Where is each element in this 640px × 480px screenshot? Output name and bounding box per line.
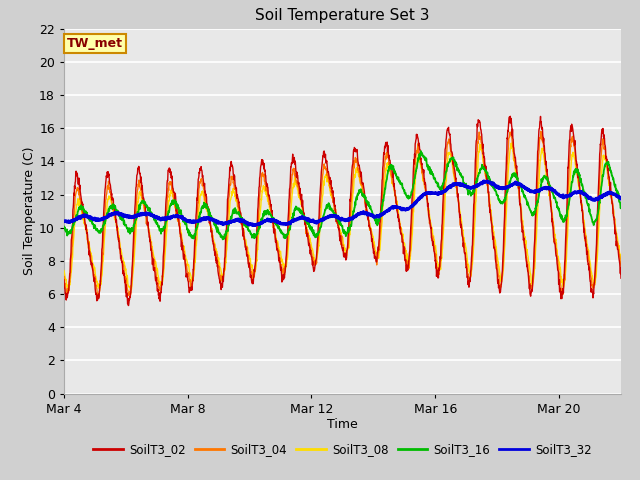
SoilT3_32 bbox=[275, 220, 282, 226]
Line: SoilT3_16: SoilT3_16 bbox=[64, 151, 636, 240]
SoilT3_02 bbox=[182, 272, 190, 278]
SoilT3_04 bbox=[95, 294, 102, 300]
SoilT3_16 bbox=[93, 228, 100, 233]
Line: SoilT3_02: SoilT3_02 bbox=[64, 116, 636, 306]
SoilT3_32 bbox=[480, 178, 488, 184]
SoilT3_04 bbox=[294, 182, 301, 188]
SoilT3_02 bbox=[125, 303, 132, 309]
SoilT3_02 bbox=[60, 277, 68, 283]
SoilT3_02 bbox=[632, 149, 640, 155]
Line: SoilT3_04: SoilT3_04 bbox=[64, 132, 636, 297]
SoilT3_02 bbox=[93, 298, 100, 304]
SoilT3_32 bbox=[248, 222, 256, 228]
SoilT3_32 bbox=[294, 216, 301, 221]
SoilT3_32 bbox=[60, 218, 68, 224]
SoilT3_08 bbox=[60, 268, 68, 274]
SoilT3_04 bbox=[60, 274, 68, 279]
SoilT3_08 bbox=[275, 245, 282, 251]
SoilT3_04 bbox=[182, 262, 190, 267]
SoilT3_08 bbox=[451, 178, 459, 184]
SoilT3_16 bbox=[294, 207, 301, 213]
SoilT3_02 bbox=[297, 197, 305, 203]
SoilT3_16 bbox=[60, 224, 68, 229]
SoilT3_04 bbox=[297, 196, 305, 202]
SoilT3_04 bbox=[93, 286, 100, 291]
SoilT3_16 bbox=[182, 219, 190, 225]
SoilT3_32 bbox=[451, 182, 459, 188]
SoilT3_16 bbox=[417, 148, 425, 154]
SoilT3_08 bbox=[93, 278, 101, 284]
SoilT3_02 bbox=[506, 113, 514, 119]
SoilT3_02 bbox=[275, 252, 282, 258]
Legend: SoilT3_02, SoilT3_04, SoilT3_08, SoilT3_16, SoilT3_32: SoilT3_02, SoilT3_04, SoilT3_08, SoilT3_… bbox=[89, 438, 596, 461]
SoilT3_32 bbox=[297, 216, 305, 221]
SoilT3_02 bbox=[294, 174, 301, 180]
SoilT3_04 bbox=[275, 249, 282, 255]
SoilT3_08 bbox=[65, 288, 72, 294]
SoilT3_16 bbox=[451, 160, 459, 166]
Title: Soil Temperature Set 3: Soil Temperature Set 3 bbox=[255, 9, 429, 24]
SoilT3_16 bbox=[297, 207, 305, 213]
SoilT3_32 bbox=[93, 217, 100, 223]
Y-axis label: Soil Temperature (C): Soil Temperature (C) bbox=[23, 147, 36, 276]
Text: TW_met: TW_met bbox=[67, 37, 123, 50]
SoilT3_04 bbox=[632, 152, 640, 158]
SoilT3_08 bbox=[508, 140, 515, 146]
SoilT3_16 bbox=[632, 155, 640, 160]
SoilT3_16 bbox=[219, 237, 227, 242]
SoilT3_32 bbox=[182, 217, 190, 223]
Line: SoilT3_08: SoilT3_08 bbox=[64, 143, 636, 291]
SoilT3_08 bbox=[182, 256, 190, 262]
SoilT3_08 bbox=[632, 159, 640, 165]
Line: SoilT3_32: SoilT3_32 bbox=[64, 181, 636, 225]
SoilT3_04 bbox=[537, 129, 545, 134]
SoilT3_02 bbox=[451, 169, 459, 175]
SoilT3_08 bbox=[294, 187, 301, 193]
SoilT3_16 bbox=[275, 226, 282, 231]
SoilT3_32 bbox=[632, 192, 640, 197]
X-axis label: Time: Time bbox=[327, 419, 358, 432]
SoilT3_04 bbox=[451, 171, 459, 177]
SoilT3_08 bbox=[297, 198, 305, 204]
